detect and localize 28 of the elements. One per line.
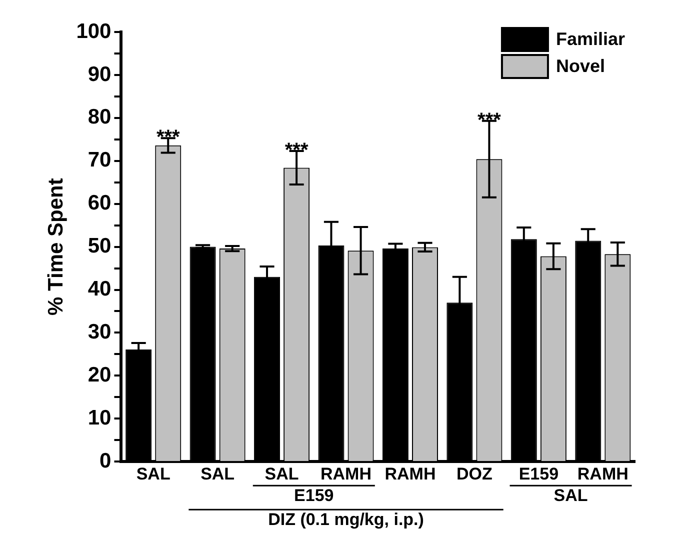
x-tick-label: RAMH: [320, 464, 372, 484]
x-tick-label: SAL: [200, 464, 235, 484]
legend-label: Novel: [556, 56, 605, 76]
y-tick-label: 60: [88, 192, 112, 215]
y-tick-label: 40: [88, 278, 112, 301]
y-tick-label: 20: [88, 363, 112, 386]
text: SAL: [554, 486, 588, 505]
y-tick-label: 0: [100, 449, 112, 472]
y-tick-label: 10: [88, 406, 112, 430]
x-tick-label: DOZ: [456, 464, 492, 484]
data-label: ***: [284, 140, 308, 162]
y-tick-label: 50: [88, 234, 112, 258]
x-tick-label: SAL: [264, 464, 299, 484]
data-label: ***: [156, 126, 180, 149]
y-tick-label: 30: [88, 320, 112, 344]
text: DIZ (0.1 mg/kg, i.p.): [268, 510, 424, 529]
y-axis-title: % Time Spent: [44, 178, 68, 316]
legend-label: Familiar: [556, 28, 625, 49]
x-tick-label: E159: [518, 464, 559, 484]
x-tick-label: SAL: [136, 464, 170, 484]
x-tick-label: RAMH: [384, 464, 436, 484]
y-tick-label: 100: [76, 20, 112, 43]
y-tick-label: 70: [88, 148, 112, 172]
x-tick-label: RAMH: [577, 464, 628, 484]
text: E159: [294, 486, 334, 505]
y-tick-label: 90: [88, 62, 112, 86]
data-label: ***: [478, 109, 502, 132]
y-tick-label: 80: [88, 106, 112, 129]
